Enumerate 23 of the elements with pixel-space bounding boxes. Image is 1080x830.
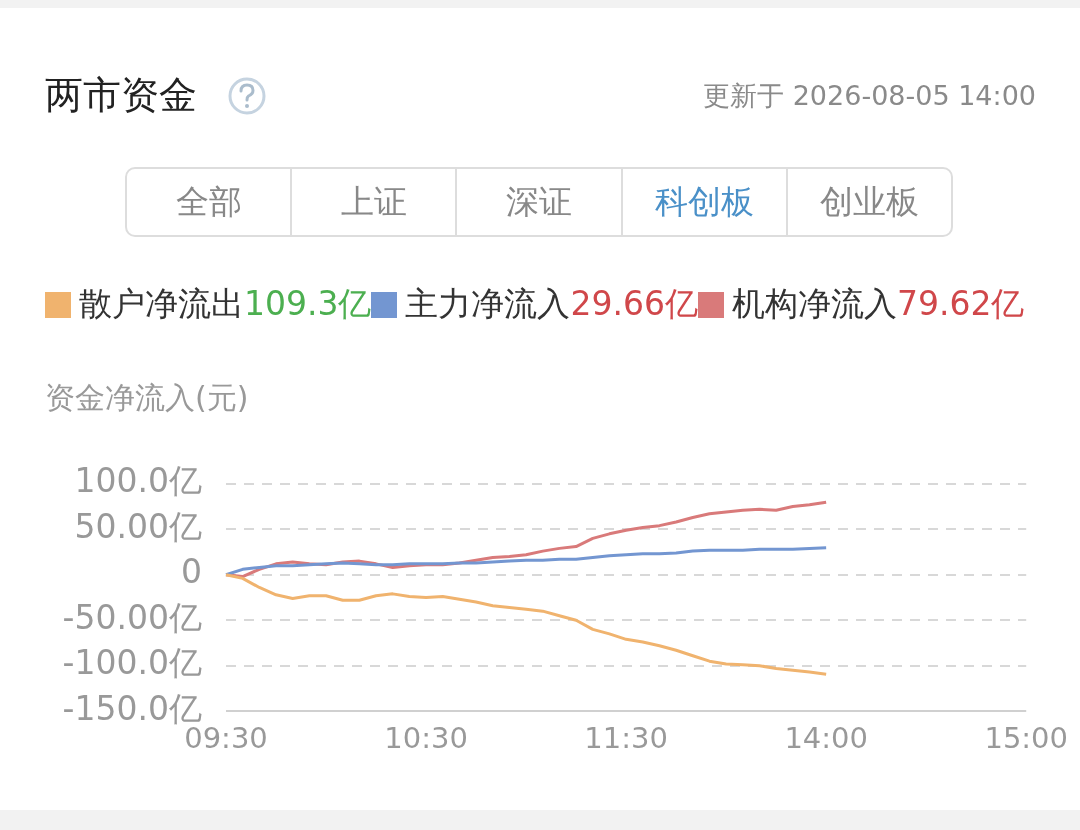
legend-label: 机构净流入 <box>730 284 897 323</box>
text: 深证 <box>455 169 621 235</box>
legend-label: 散户净流出 <box>78 284 244 323</box>
text: 全部 <box>174 181 243 223</box>
legend-label: 主力净流入 <box>404 284 571 323</box>
text: 创业板 <box>785 169 952 235</box>
chart-title: 两市资金 <box>45 72 197 119</box>
y-tick-label: 50.00亿 <box>74 506 202 546</box>
text: 79.62亿 <box>896 284 1025 323</box>
text: 更新于 2026-08-05 14:00 <box>703 79 1036 113</box>
y-tick-label: -100.0亿 <box>62 643 202 683</box>
text: 上证 <box>290 169 456 235</box>
x-tick-label: 15:00 <box>984 721 1068 756</box>
text: 科创板 <box>620 169 786 235</box>
y-tick-label: 0 <box>181 552 202 592</box>
y-tick-label: 100.0亿 <box>74 461 202 501</box>
x-tick-label: 11:30 <box>584 721 668 756</box>
text: 109.3亿 <box>244 284 372 323</box>
text: 29.66亿 <box>570 284 698 323</box>
y-axis-title: 资金净流入(元) <box>45 379 249 417</box>
x-tick-label: 10:30 <box>384 721 468 756</box>
x-tick-label: 14:00 <box>784 721 868 756</box>
y-tick-label: -50.00亿 <box>62 597 202 637</box>
